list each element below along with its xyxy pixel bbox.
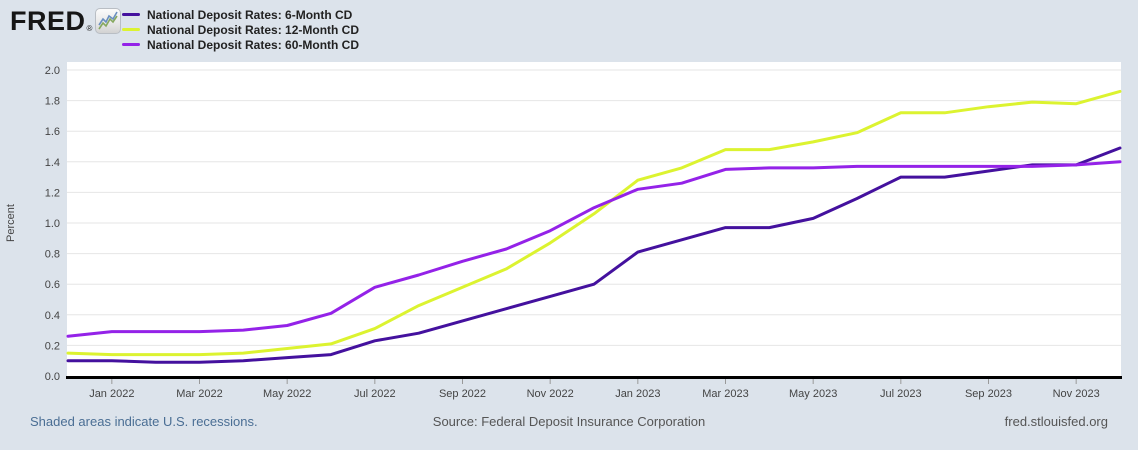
legend-label[interactable]: National Deposit Rates: 6-Month CD <box>147 7 353 22</box>
chart-footer: Shaded areas indicate U.S. recessions. S… <box>0 414 1138 434</box>
legend-item-6-month-cd[interactable]: National Deposit Rates: 6-Month CD <box>122 7 359 22</box>
y-axis-title: Percent <box>5 204 17 242</box>
legend-item-12-month-cd[interactable]: National Deposit Rates: 12-Month CD <box>122 22 359 37</box>
x-tick-label: Mar 2023 <box>702 388 748 400</box>
source-text: Source: Federal Deposit Insurance Corpor… <box>432 414 706 429</box>
x-tick-label: May 2023 <box>789 388 837 400</box>
line-chart-icon <box>95 8 122 34</box>
y-tick-label: 1.0 <box>45 218 60 230</box>
legend-item-60-month-cd[interactable]: National Deposit Rates: 60-Month CD <box>122 37 359 52</box>
x-tick-label: Mar 2022 <box>176 388 222 400</box>
y-tick-label: 0.8 <box>45 249 60 261</box>
y-tick-label: 2.0 <box>45 65 60 77</box>
y-tick-label: 0.0 <box>45 371 60 383</box>
series-line-national-deposit-rates-6-month-cd <box>66 146 1122 364</box>
series-line-national-deposit-rates-60-month-cd <box>66 160 1122 338</box>
fred-logo[interactable]: FRED ® <box>10 6 122 36</box>
y-tick-label: 1.4 <box>45 157 60 169</box>
x-tick-label: Jan 2022 <box>89 388 134 400</box>
y-tick-label: 1.8 <box>45 96 60 108</box>
chart-legend: National Deposit Rates: 6-Month CD Natio… <box>122 7 359 52</box>
y-tick-label: 1.6 <box>45 126 60 138</box>
fred-logo-text: FRED <box>10 6 86 36</box>
registered-trademark: ® <box>86 24 93 33</box>
x-tick-label: Jul 2023 <box>880 388 922 400</box>
site-link[interactable]: fred.stlouisfed.org <box>1004 414 1108 429</box>
legend-swatch-6-month-cd <box>122 13 140 16</box>
series-line-national-deposit-rates-12-month-cd <box>66 89 1122 357</box>
recession-note-link[interactable]: Shaded areas indicate U.S. recessions. <box>30 414 258 429</box>
x-tick-label: Jan 2023 <box>615 388 660 400</box>
y-tick-label: 0.4 <box>45 310 60 322</box>
legend-swatch-12-month-cd <box>122 28 140 31</box>
y-tick-label: 0.2 <box>45 340 60 352</box>
x-tick-label: Nov 2023 <box>1053 388 1100 400</box>
x-tick-label: Sep 2023 <box>965 388 1012 400</box>
x-tick-label: May 2022 <box>263 388 311 400</box>
x-tick-label: Sep 2022 <box>439 388 486 400</box>
legend-label[interactable]: National Deposit Rates: 60-Month CD <box>147 37 360 52</box>
legend-label[interactable]: National Deposit Rates: 12-Month CD <box>147 22 360 37</box>
y-tick-label: 0.6 <box>45 279 60 291</box>
x-tick-label: Nov 2022 <box>527 388 574 400</box>
x-tick-label: Jul 2022 <box>354 388 396 400</box>
plot-background <box>67 62 1121 378</box>
y-tick-label: 1.2 <box>45 187 60 199</box>
line-chart-plot[interactable]: 0.0 0.2 0.4 0.6 0.8 1.0 1.2 1.4 1.6 1.8 2.0 Percent… <box>0 60 1138 412</box>
legend-swatch-60-month-cd <box>122 43 140 46</box>
